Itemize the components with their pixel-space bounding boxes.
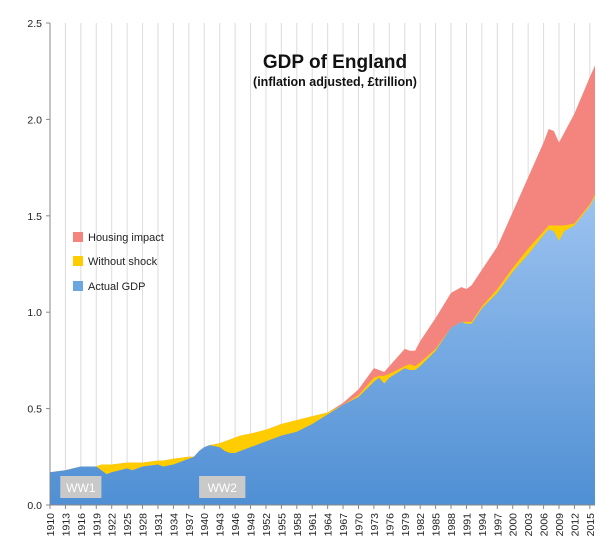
- legend-label: Without shock: [88, 256, 158, 268]
- x-tick-label: 1961: [307, 513, 319, 537]
- annotation-box: [60, 476, 102, 498]
- x-tick-label: 1976: [384, 513, 396, 537]
- y-tick-label: 1.0: [27, 307, 42, 319]
- x-tick-label: 1925: [122, 513, 134, 537]
- x-tick-label: 2003: [523, 513, 535, 537]
- y-tick-label: 2.5: [27, 18, 42, 30]
- x-tick-label: 1994: [477, 513, 489, 537]
- legend-label: Actual GDP: [88, 281, 145, 293]
- x-tick-label: 1991: [461, 513, 473, 537]
- legend-item-housing-impact: Housing impact: [73, 232, 164, 244]
- x-tick-label: 1913: [60, 513, 72, 537]
- legend-item-without-shock: Without shock: [73, 256, 158, 268]
- x-tick-label: 2009: [554, 513, 566, 537]
- x-tick-label: 1982: [415, 513, 427, 537]
- y-tick-label: 0.0: [27, 500, 42, 512]
- y-tick-label: 2.0: [27, 114, 42, 126]
- x-axis-ticks: 1910 1913 1916 1919 1922 1925 1928 1931 1934 1937…: [45, 505, 597, 536]
- x-tick-label: 2015: [585, 513, 597, 537]
- annotation-ww2: WW2: [199, 476, 246, 498]
- y-axis-ticks: 0.0 0.5 1.0 1.5 2.0 2.5: [27, 18, 50, 512]
- x-tick-label: 1928: [138, 513, 150, 537]
- legend-swatch: [73, 281, 83, 291]
- area-series: [50, 65, 595, 506]
- x-tick-label: 1952: [261, 513, 273, 537]
- annotation-label: WW2: [208, 481, 238, 495]
- x-tick-label: 1988: [446, 513, 458, 537]
- legend-label: Housing impact: [88, 232, 164, 244]
- legend: Housing impact Without shock Actual GDP: [73, 232, 164, 293]
- x-tick-label: 1937: [184, 513, 196, 537]
- x-tick-label: 1910: [45, 513, 57, 537]
- legend-item-actual-gdp: Actual GDP: [73, 281, 145, 293]
- x-tick-label: 1922: [107, 513, 119, 537]
- x-tick-label: 1985: [431, 513, 443, 537]
- chart-title: GDP of England: [263, 52, 407, 73]
- x-tick-label: 1964: [323, 513, 335, 537]
- x-tick-label: 1943: [215, 513, 227, 537]
- y-tick-label: 1.5: [27, 211, 42, 223]
- legend-swatch: [73, 232, 83, 242]
- x-tick-label: 1946: [230, 513, 242, 537]
- x-tick-label: 1916: [76, 513, 88, 537]
- x-tick-label: 1955: [276, 513, 288, 537]
- annotation-ww1: WW1: [60, 476, 102, 498]
- x-tick-label: 1997: [492, 513, 504, 537]
- x-tick-label: 1940: [199, 513, 211, 537]
- legend-swatch: [73, 256, 83, 266]
- x-tick-label: 1973: [369, 513, 381, 537]
- x-tick-label: 2012: [569, 513, 581, 537]
- war-annotations: WW1 WW2: [60, 476, 246, 498]
- chart-subtitle: (inflation adjusted, £trillion): [253, 75, 417, 89]
- x-tick-label: 1979: [400, 513, 412, 537]
- x-tick-label: 1919: [91, 513, 103, 537]
- x-tick-label: 2006: [539, 513, 551, 537]
- x-tick-label: 1958: [292, 513, 304, 537]
- x-tick-label: 1949: [246, 513, 258, 537]
- y-tick-label: 0.5: [27, 404, 42, 416]
- x-tick-label: 1967: [338, 513, 350, 537]
- annotation-box: [199, 476, 246, 498]
- x-tick-label: 1934: [168, 513, 180, 537]
- x-tick-label: 1931: [153, 513, 165, 537]
- x-tick-label: 2000: [508, 513, 520, 537]
- x-tick-label: 1970: [353, 513, 365, 537]
- area-actual-gdp: [50, 196, 595, 505]
- annotation-label: WW1: [66, 481, 96, 495]
